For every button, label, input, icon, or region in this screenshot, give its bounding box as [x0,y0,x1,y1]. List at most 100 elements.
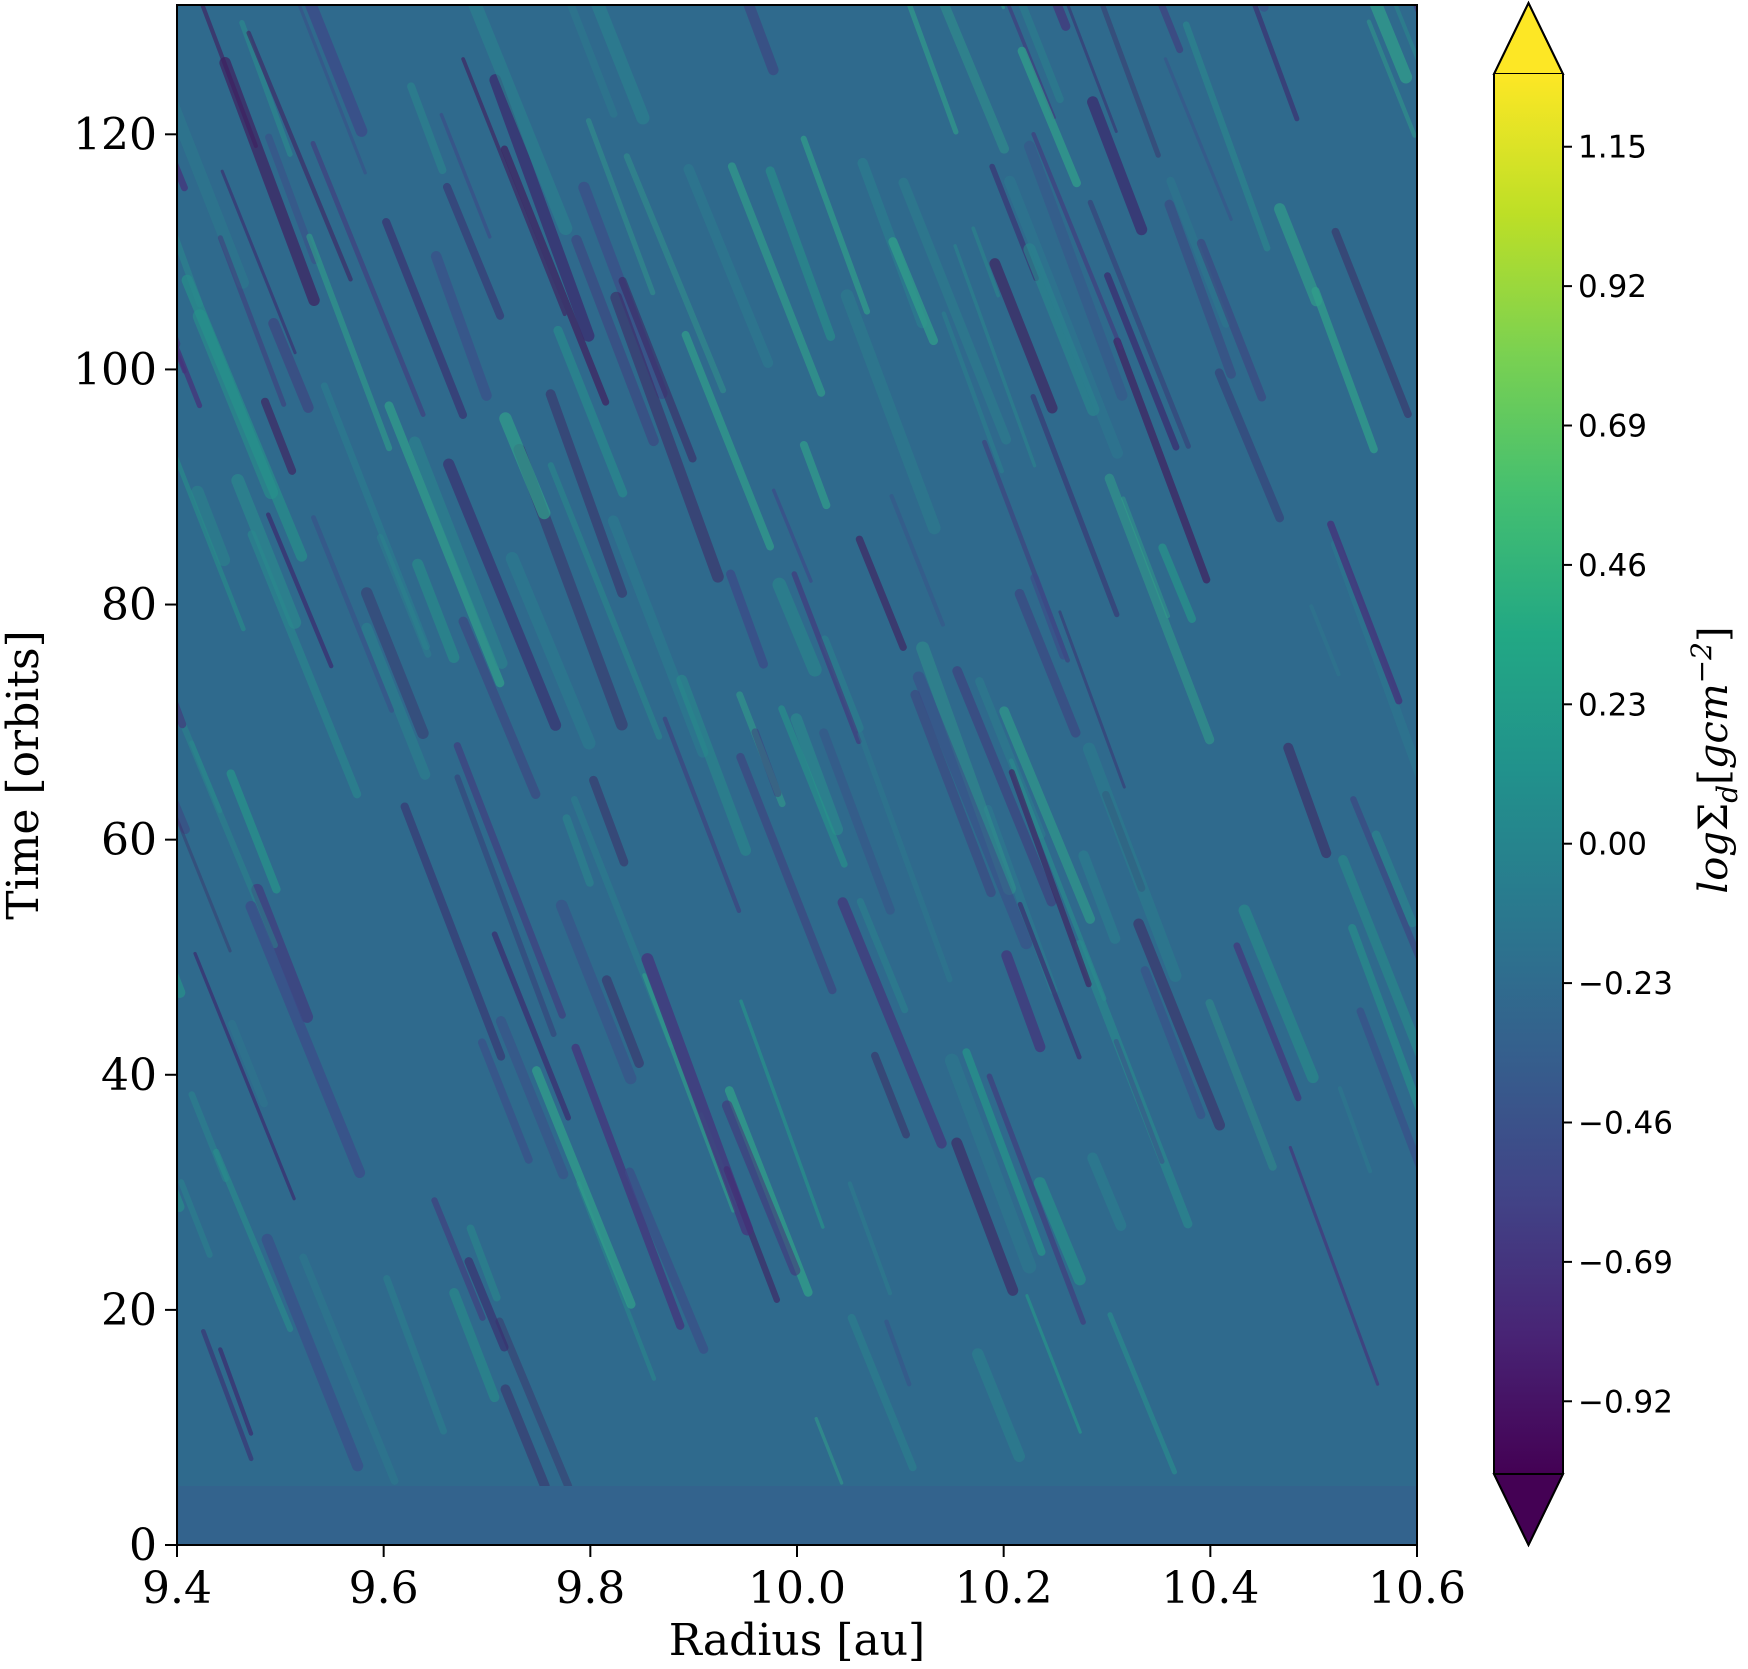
heatmap-stripe [1078,850,1121,944]
heatmap-stripe [1163,57,1233,221]
heatmap-stripe [213,1148,294,1333]
heatmap-stripe [790,713,844,836]
heatmap-stripe [489,74,595,342]
x-axis-label: Radius [au] [669,1615,925,1666]
heatmap-stripe [1238,904,1319,1084]
heatmap-stripe [1121,496,1171,619]
heatmap-stripe [297,5,367,175]
heatmap-stripe [299,1253,399,1485]
heatmap-stripe [607,515,709,758]
heatmap-stripe [0,1140,58,1308]
heatmap-stripe [1356,1007,1417,1171]
heatmap-stripe [45,986,72,1059]
heatmap-stripe [814,1416,844,1485]
heatmap-stripe [1017,46,1081,188]
heatmap-stripe [1214,368,1285,523]
heatmap-stripe [819,728,895,915]
heatmap-stripe [743,5,779,76]
x-tick-label: 9.6 [349,1563,419,1614]
colorbar-tick-label: 0.92 [1578,269,1647,305]
colorbar-tick-label: 0.69 [1578,409,1647,445]
heatmap-stripe [1024,140,1128,401]
heatmap-stripe [218,1347,254,1436]
heatmap-stripe [1033,1177,1086,1286]
heatmap-stripe [1058,610,1126,789]
heatmap-stripe [178,1179,213,1258]
heatmap-stripe [268,318,314,413]
heatmap-stripe [1006,5,1056,120]
heatmap-stripe [857,731,953,983]
heatmap-stripe [453,742,566,1019]
heatmap-stripe [840,289,941,535]
heatmap-stripe [545,389,628,598]
heatmap-stripe [1087,1152,1127,1231]
heatmap-stripe [1113,1038,1165,1164]
heatmap-stripe [57,1272,92,1365]
heatmap-stripe [791,571,862,745]
heatmap-stripe [189,740,223,814]
heatmap-stripe [1008,769,1092,988]
heatmap-stripe [1008,758,1107,1001]
heatmap-stripes [0,0,1417,1491]
heatmap-stripe [562,814,594,887]
heatmap-stripe [676,674,752,856]
heatmap-stripe [721,1100,801,1276]
colorbar-tick-label: −0.92 [1578,1384,1673,1420]
heatmap-stripe [449,1288,500,1403]
heatmap-stripe [103,0,159,108]
colorbar-tick-label: 1.15 [1578,130,1647,166]
heatmap-stripe [1030,394,1120,618]
heatmap-stripe [1311,286,1378,454]
heatmap-stripe [61,548,103,654]
heatmap-stripe [361,587,429,739]
heatmap-stripe [177,797,190,835]
heatmap-stripe [910,689,996,898]
heatmap-stripe [951,1137,1019,1296]
heatmap-stripe [56,879,164,1144]
heatmap-stripe [266,512,334,669]
heatmap-stripe [999,706,1095,924]
heatmap-stripe [939,5,1009,154]
colorbar-outline [1493,0,1564,1548]
heatmap-stripe [683,164,774,369]
heatmap-stripe [571,1043,685,1330]
y-axis: 0 20 40 60 80 100 120 [73,109,177,1571]
y-tick-label: 0 [129,1520,157,1571]
heatmap-stripe [361,622,431,780]
y-tick-label: 120 [73,109,157,160]
heatmap-stripe [1338,855,1417,1060]
heatmap-stripe [912,671,1033,950]
heatmap-stripe [383,1275,448,1435]
heatmap-stripe [1331,227,1412,419]
colorbar: 1.15 0.92 0.69 0.46 0.23 0.00 −0.23 −0.46 −0.69 −… [1492,0,1744,1548]
colorbar-tick-label: −0.69 [1578,1245,1673,1281]
heatmap-stripe [412,558,460,663]
heatmap-stripe [916,641,1016,896]
heatmap-stripe [1031,131,1123,350]
heatmap-stripe [1369,5,1413,84]
heatmap-stripe [442,182,505,320]
colorbar-tick-label: 0.23 [1578,687,1647,723]
heatmap-stripe [478,1038,533,1164]
heatmap-stripe [898,177,1012,445]
y-axis-label: Time [orbits] [0,630,49,920]
x-tick-label: 10.4 [1161,1563,1259,1614]
heatmap-stripe [265,133,319,265]
heatmap-stripe [431,1197,486,1321]
heatmap-stripe [495,1016,569,1180]
heatmap-stripe [467,5,573,236]
heatmap-stripe [727,162,826,397]
heatmap-stripe [590,5,650,125]
heatmap-stripe [430,251,492,401]
heatmap-stripe [177,334,181,349]
heatmap-stripe [566,5,618,118]
heatmap-stripe [1164,199,1236,379]
heatmap-stripe [177,160,188,192]
heatmap-stripe [193,951,296,1201]
heatmap-stripe [245,900,366,1179]
heatmap-stripe [624,1167,709,1354]
heatmap-stripe [739,999,825,1229]
heatmap-stripe [553,325,628,498]
heatmap-stripe [1166,176,1231,328]
